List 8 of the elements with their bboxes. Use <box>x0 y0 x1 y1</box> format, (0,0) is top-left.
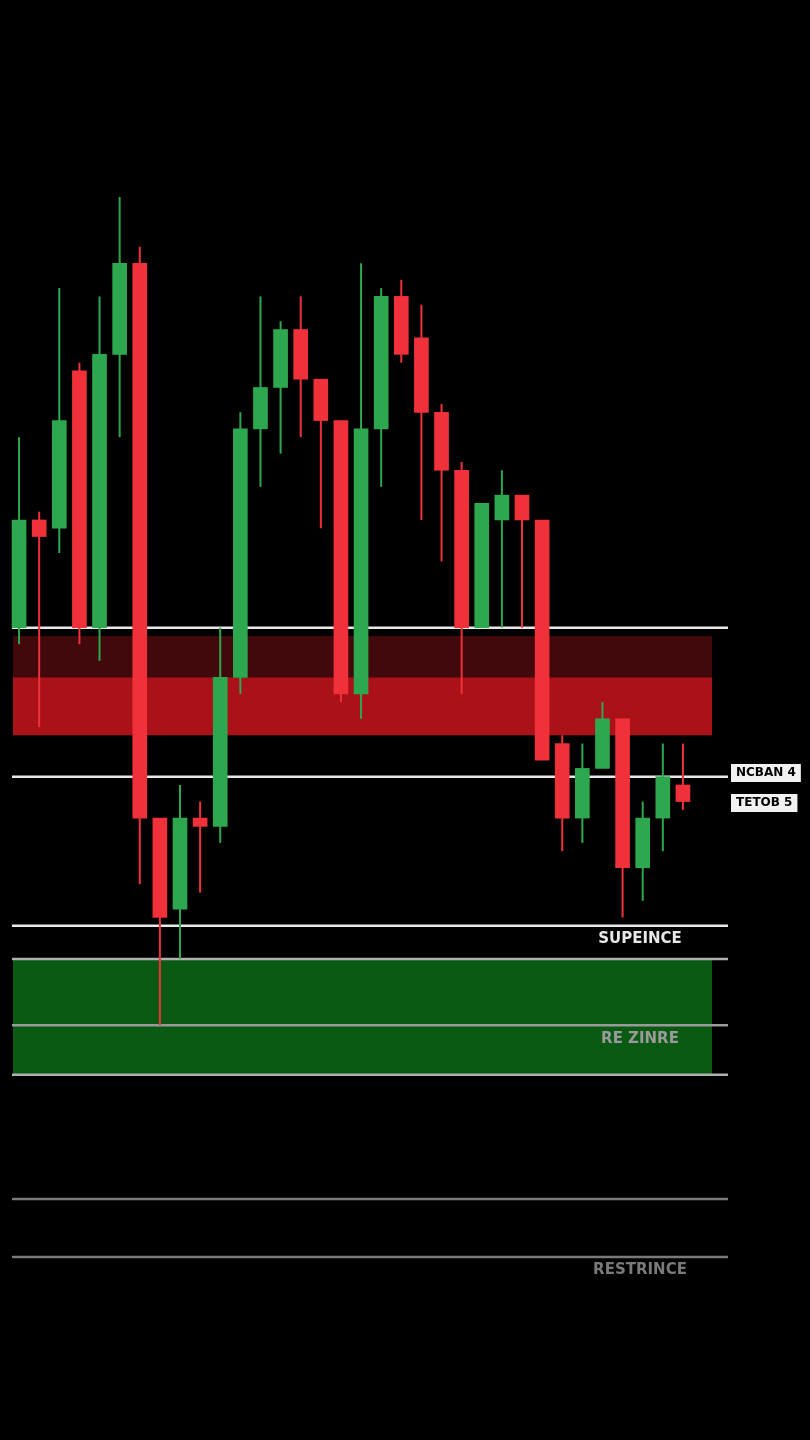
text: TETOB 5 <box>736 795 793 810</box>
ref-line-label: RE ZINRE <box>601 1028 679 1047</box>
candlestick <box>31 510 47 728</box>
text: NCBAN 4 <box>736 765 796 780</box>
candlestick <box>192 800 208 894</box>
ref-line-label: RESTRINCE <box>593 1260 687 1279</box>
candlestick <box>675 742 691 811</box>
ref-line-label: SUPEINCE <box>598 929 682 948</box>
